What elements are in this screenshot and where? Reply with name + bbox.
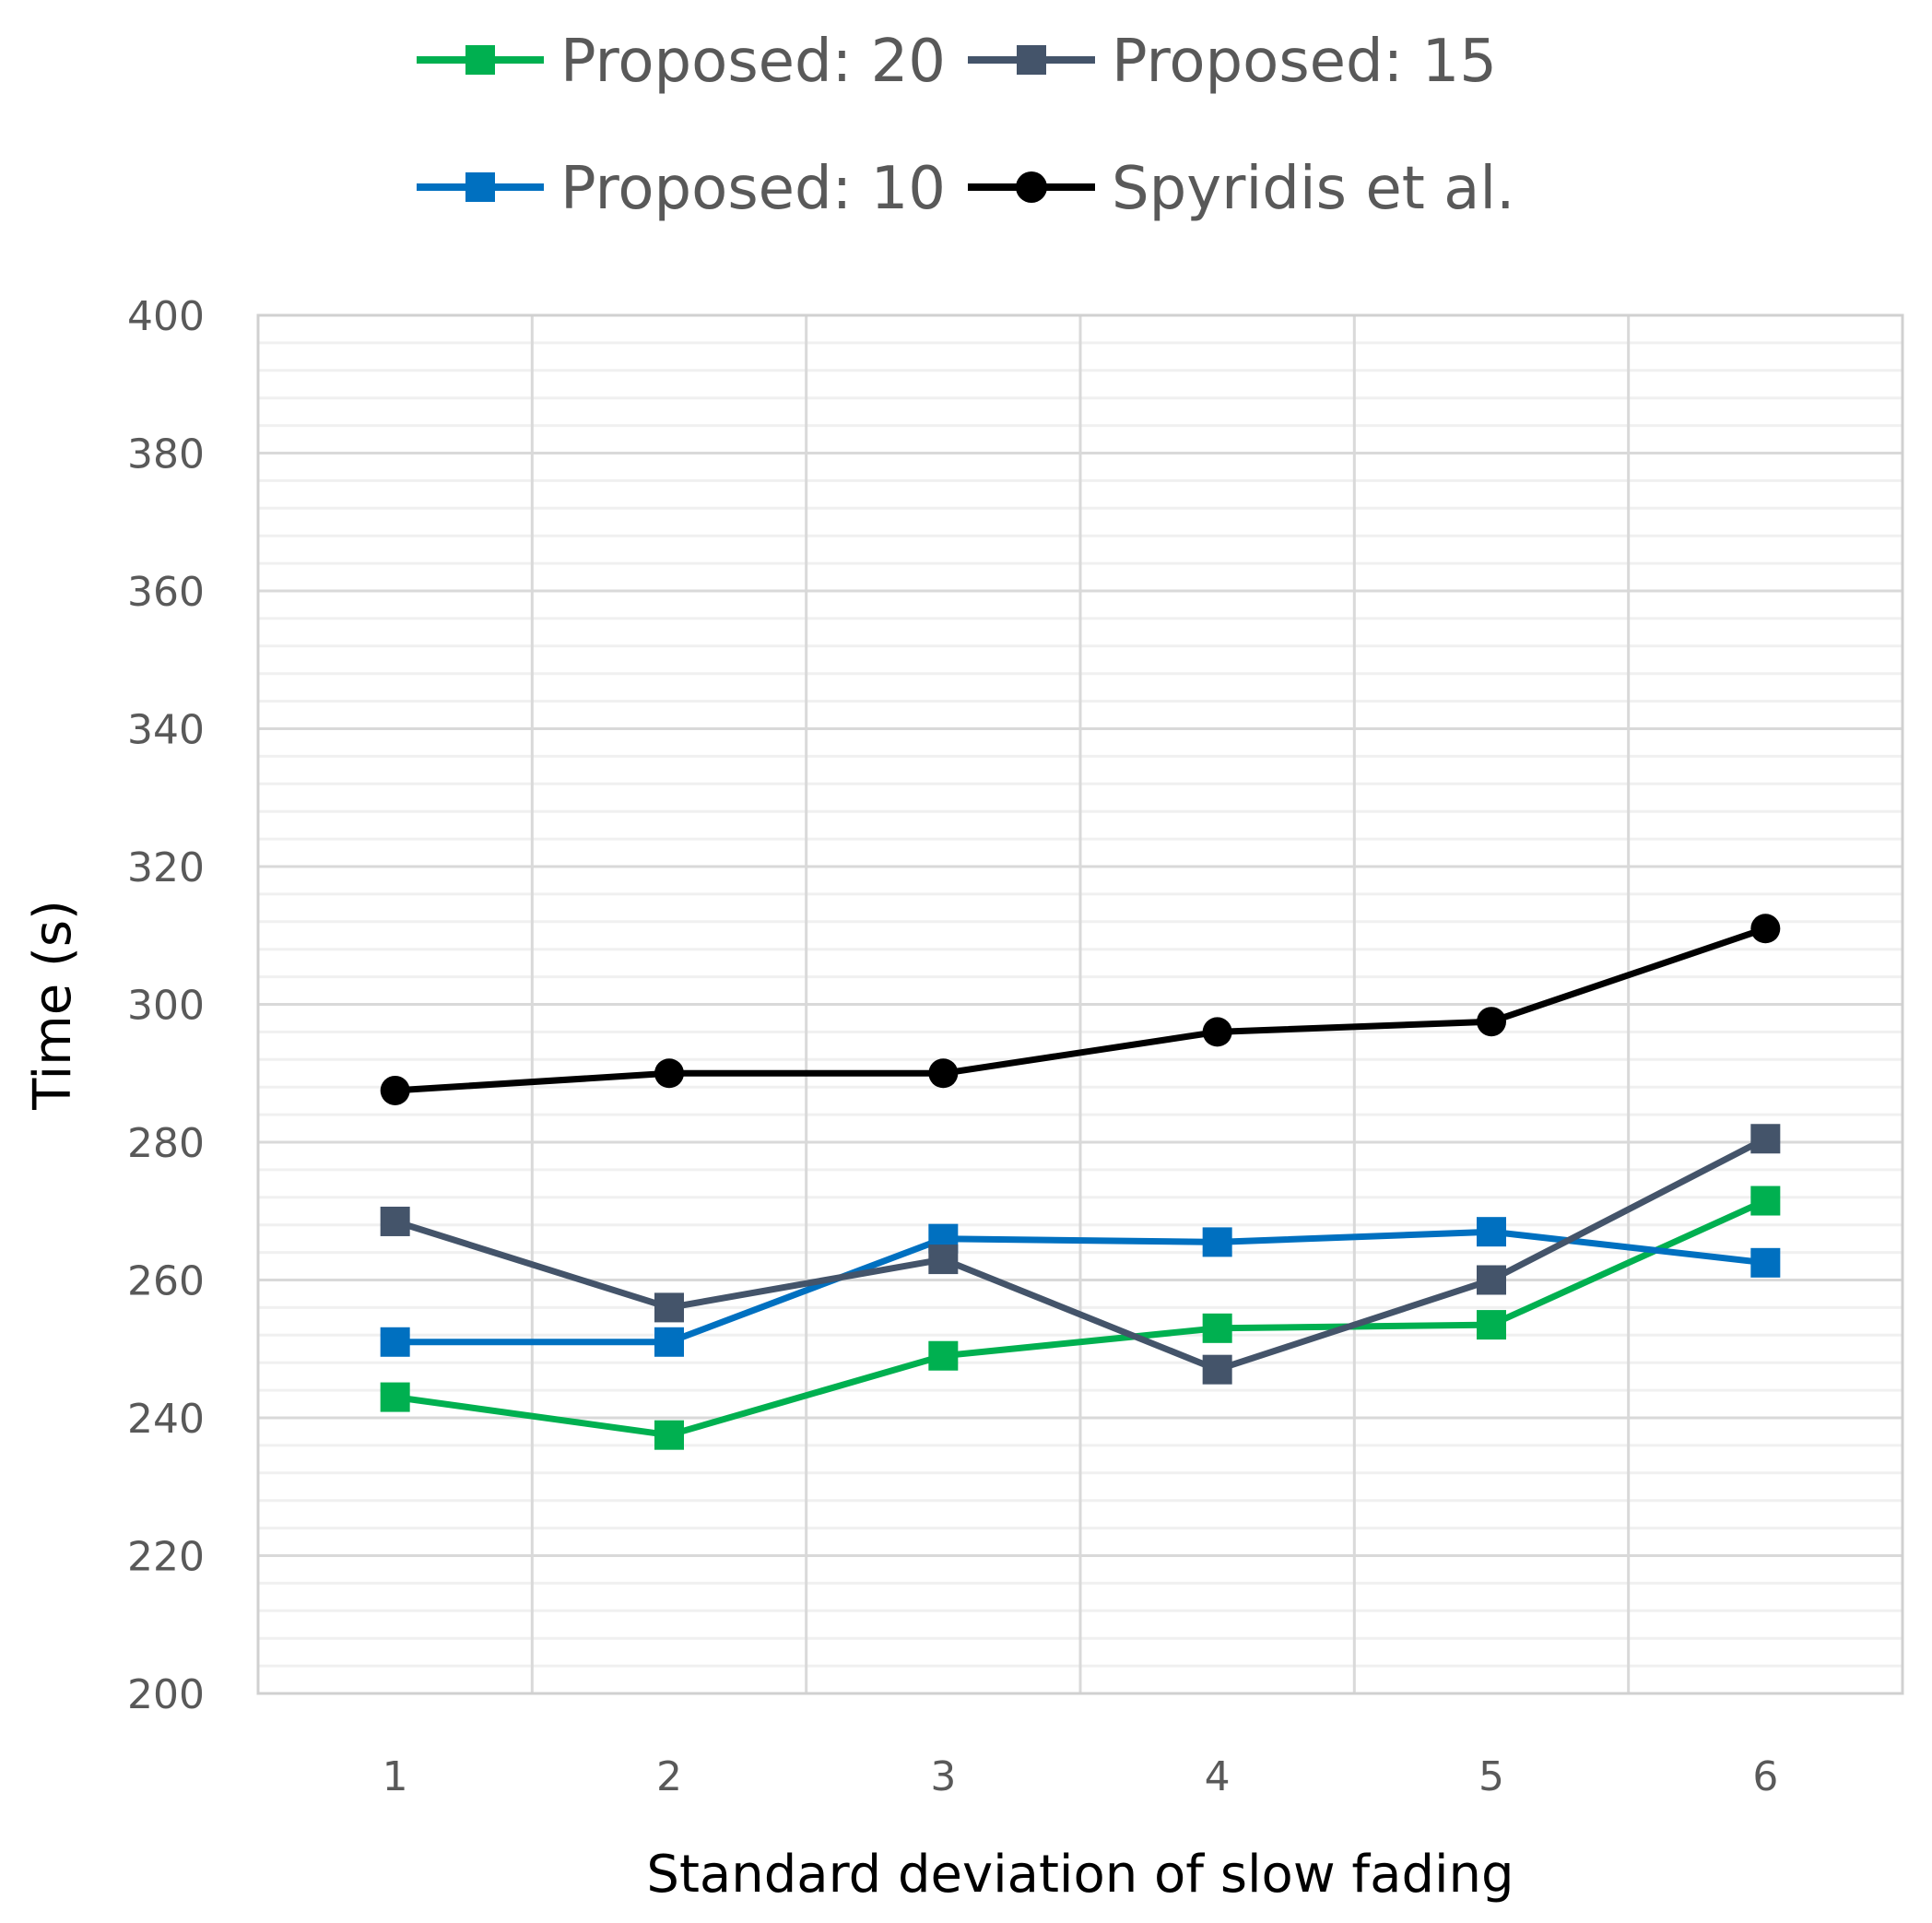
data-point-proposed-15 (928, 1245, 959, 1275)
data-point-spyridis-et-al (1477, 1007, 1506, 1037)
x-tick-label: 4 (1205, 1753, 1231, 1800)
data-point-proposed-15 (1477, 1265, 1506, 1295)
y-tick-label: 300 (127, 983, 205, 1030)
series-line-spyridis-et-al (395, 925, 1767, 1094)
legend-label-proposed-20: Proposed: 20 (560, 28, 946, 96)
plot-area-frame (256, 313, 1904, 1695)
x-tick-label: 1 (383, 1753, 408, 1800)
series-line-proposed-20 (395, 1197, 1767, 1439)
y-tick-label: 320 (127, 844, 205, 891)
y-tick-label: 400 (127, 293, 205, 340)
data-point-proposed-20 (1750, 1186, 1781, 1216)
data-point-spyridis-et-al (928, 1058, 959, 1089)
y-tick-label: 380 (127, 431, 205, 478)
legend-label-proposed-10: Proposed: 10 (560, 155, 946, 223)
series-proposed-20 (380, 1186, 1781, 1450)
legend-marker-spyridis (1016, 171, 1047, 203)
data-point-proposed-20 (1202, 1313, 1232, 1343)
y-tick-label: 340 (127, 707, 205, 754)
x-axis-ticks: 1 2 3 4 5 6 (383, 1753, 1779, 1800)
legend-item-proposed-10: Proposed: 10 (417, 155, 946, 223)
data-point-spyridis-et-al (1750, 914, 1781, 944)
series (380, 914, 1781, 1450)
data-point-proposed-20 (654, 1420, 684, 1450)
y-tick-label: 360 (127, 569, 205, 616)
series-line-proposed-10 (395, 1228, 1766, 1346)
y-tick-label: 200 (127, 1671, 205, 1718)
y-axis-title: Time (s) (23, 900, 83, 1111)
data-point-proposed-10 (380, 1327, 410, 1357)
data-point-proposed-15 (380, 1206, 410, 1236)
legend-item-proposed-15: Proposed: 15 (968, 28, 1497, 96)
legend-item-spyridis: Spyridis et al. (968, 155, 1514, 223)
y-tick-label: 280 (127, 1120, 205, 1167)
data-point-spyridis-et-al (1202, 1017, 1232, 1047)
y-axis-ticks: 200 220 240 260 280 300 320 340 360 380 400 (127, 293, 205, 1718)
data-point-proposed-15 (1202, 1354, 1232, 1385)
x-tick-label: 6 (1752, 1753, 1778, 1800)
data-point-spyridis-et-al (654, 1058, 684, 1089)
legend-label-spyridis: Spyridis et al. (1112, 155, 1514, 223)
y-tick-label: 220 (127, 1534, 205, 1581)
y-tick-label: 240 (127, 1396, 205, 1443)
legend-item-proposed-20: Proposed: 20 (417, 28, 946, 96)
legend: Proposed: 20 Proposed: 15 Proposed: 10 S… (417, 28, 1514, 223)
x-tick-label: 5 (1478, 1753, 1504, 1800)
legend-marker-proposed-10 (465, 172, 495, 202)
data-point-proposed-20 (928, 1340, 959, 1371)
data-point-proposed-10 (1477, 1217, 1506, 1247)
series-line-proposed-15 (394, 1136, 1767, 1374)
data-point-proposed-15 (654, 1292, 684, 1323)
data-point-spyridis-et-al (380, 1075, 410, 1105)
x-tick-label: 2 (656, 1753, 682, 1800)
grid (258, 315, 1903, 1693)
data-point-proposed-10 (1750, 1247, 1781, 1278)
data-point-proposed-10 (654, 1327, 684, 1357)
data-point-proposed-20 (380, 1382, 410, 1412)
data-point-proposed-15 (1750, 1124, 1781, 1154)
legend-marker-proposed-15 (1017, 45, 1046, 75)
data-point-proposed-20 (1477, 1310, 1506, 1340)
legend-label-proposed-15: Proposed: 15 (1112, 28, 1497, 96)
data-point-proposed-10 (1202, 1227, 1232, 1257)
x-axis-title: Standard deviation of slow fading (646, 1845, 1514, 1905)
y-tick-label: 260 (127, 1258, 205, 1305)
x-tick-label: 3 (930, 1753, 956, 1800)
series-proposed-15 (380, 1124, 1781, 1385)
legend-marker-proposed-20 (465, 45, 495, 75)
series-spyridis-et-al (380, 914, 1781, 1105)
